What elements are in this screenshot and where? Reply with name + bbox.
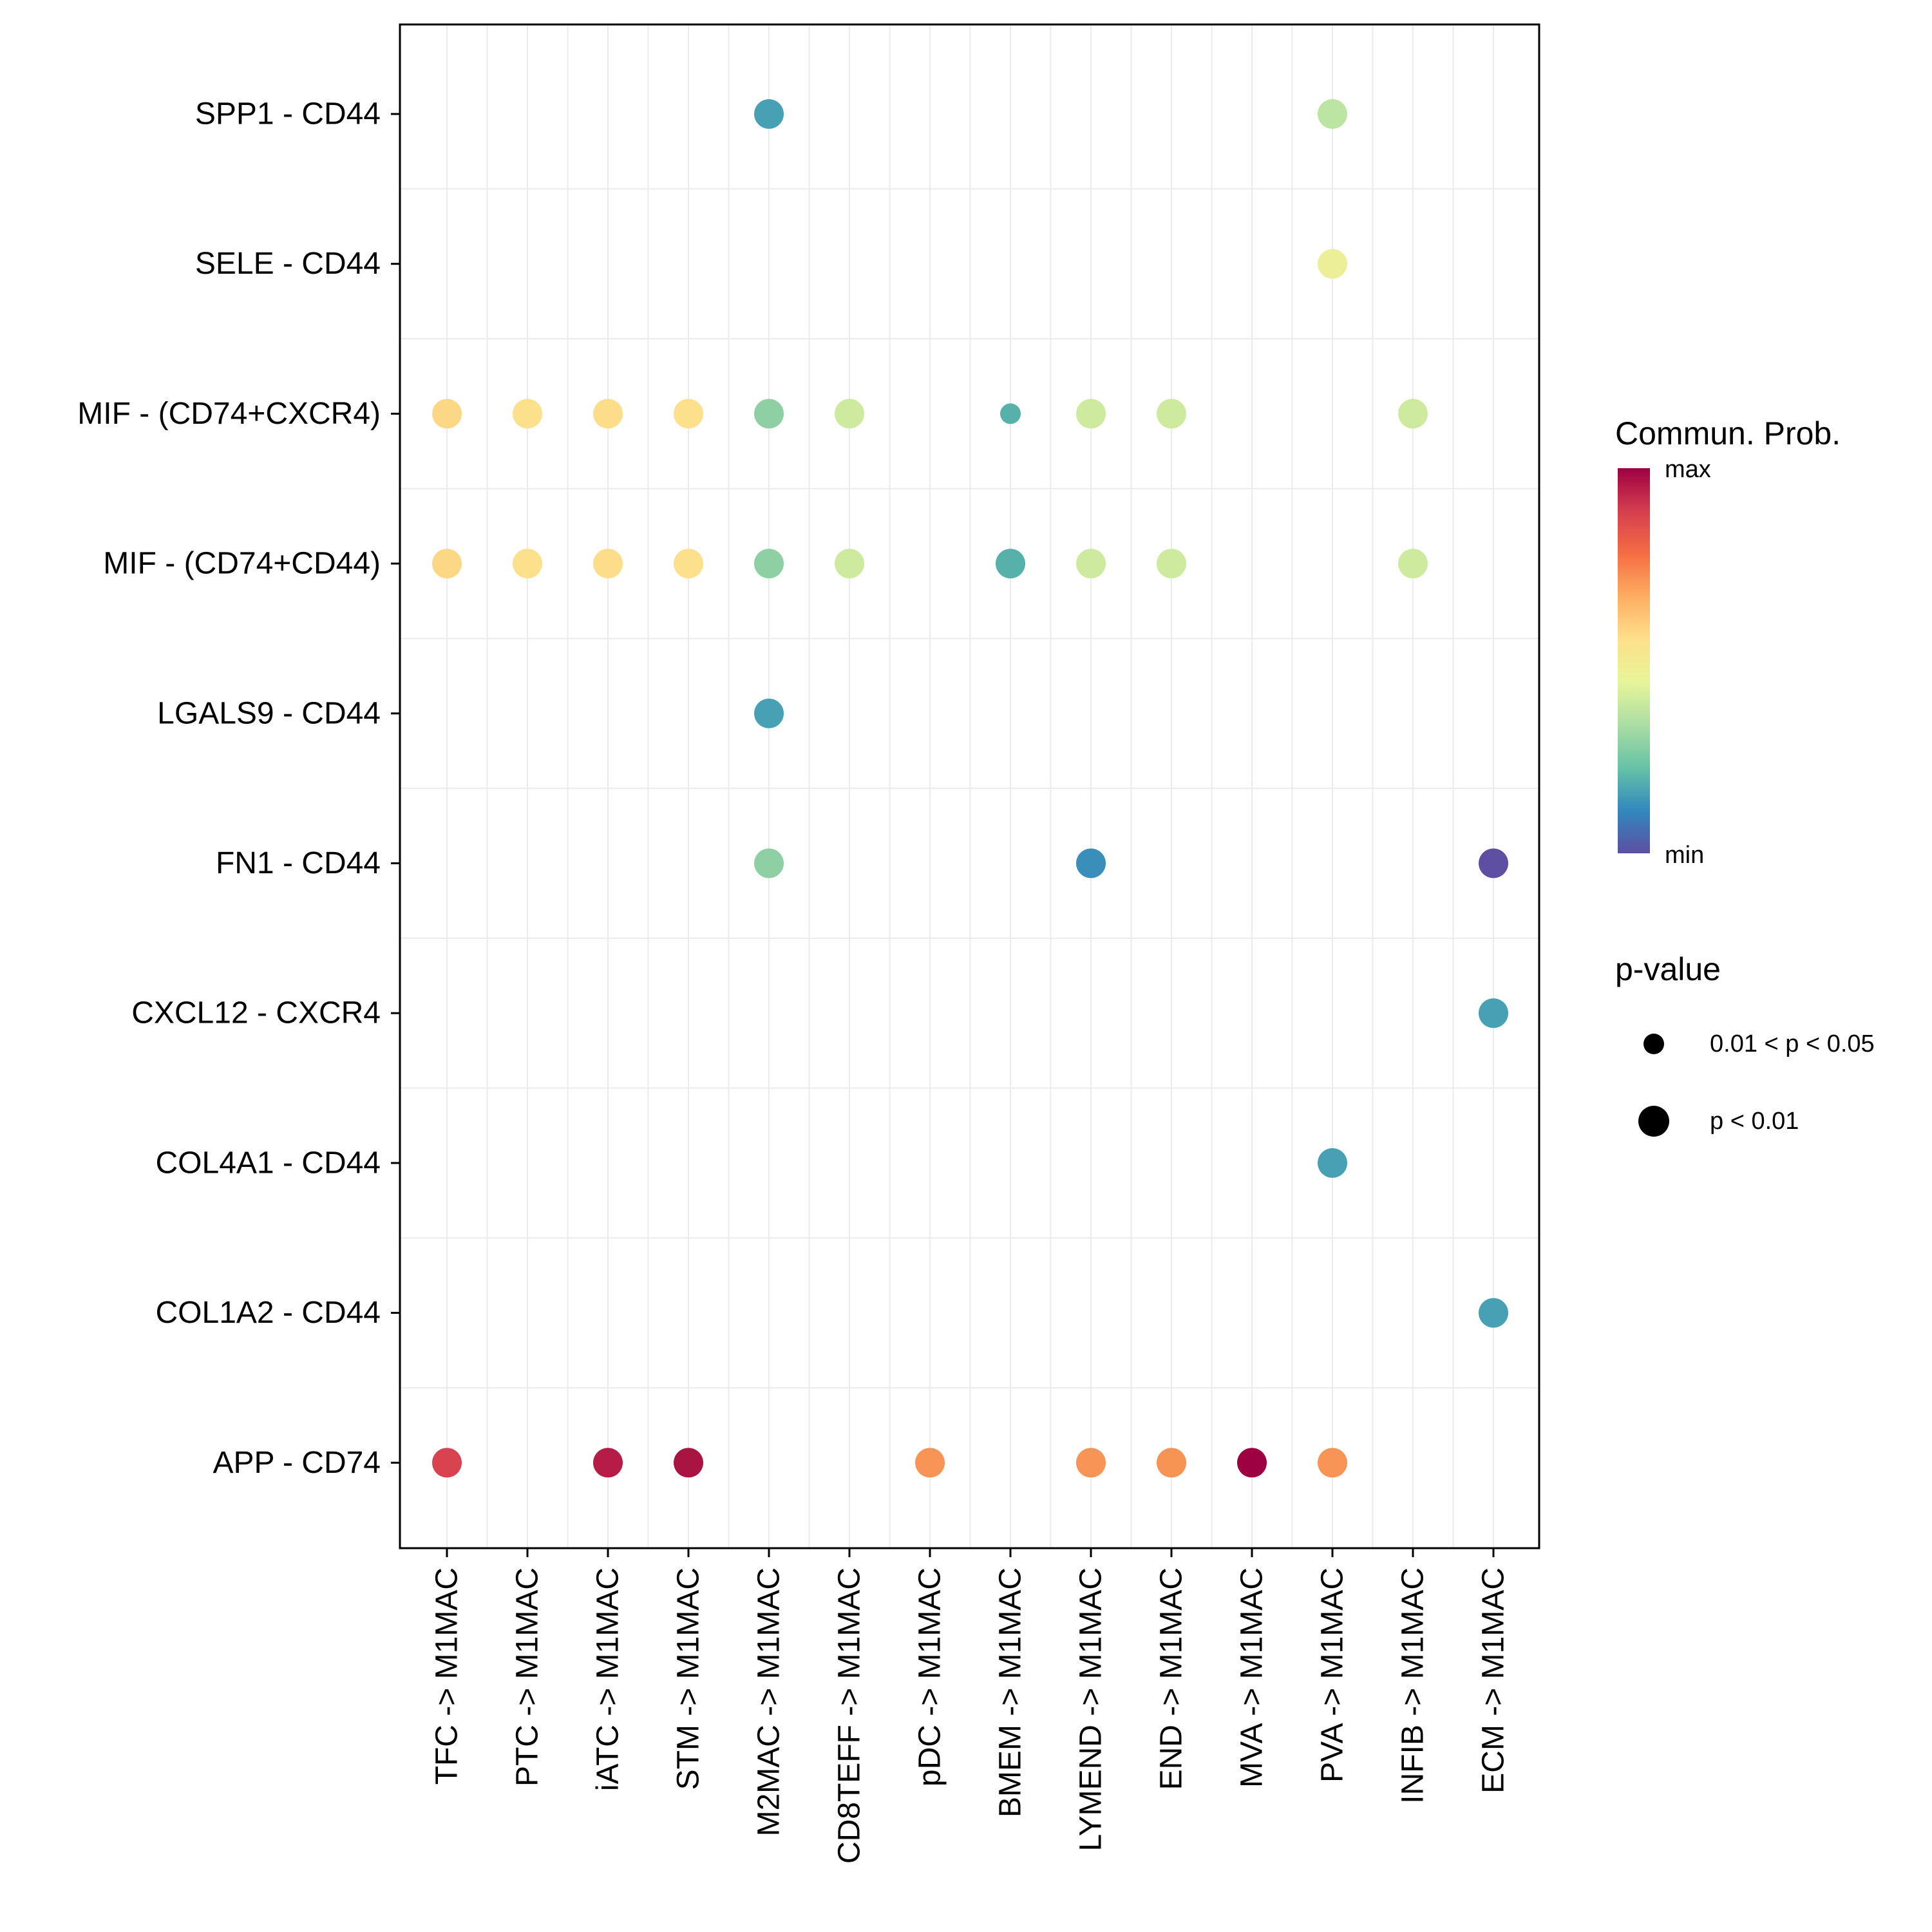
data-point	[835, 549, 864, 579]
data-point	[1076, 848, 1106, 878]
data-point	[513, 549, 542, 579]
x-tick-label: STM -> M1MAC	[672, 1567, 706, 1790]
y-tick-label: SPP1 - CD44	[195, 97, 381, 131]
y-tick-label: APP - CD74	[213, 1446, 381, 1480]
data-point	[1318, 1148, 1347, 1178]
pvalue-legend: p-value 0.01 < p < 0.05 p < 0.01	[1615, 951, 1875, 1137]
x-tick-label: MVA -> M1MAC	[1235, 1567, 1269, 1788]
data-point	[1076, 399, 1106, 429]
pvalue-legend-title: p-value	[1615, 951, 1721, 987]
x-tick-label: LYMEND -> M1MAC	[1074, 1567, 1108, 1852]
x-tick-label: iATC -> M1MAC	[591, 1567, 625, 1791]
colorbar-max-label: max	[1665, 456, 1711, 483]
y-tick-label: SELE - CD44	[195, 247, 381, 281]
data-point	[915, 1448, 945, 1478]
data-point	[1157, 1448, 1186, 1478]
data-point	[1318, 1448, 1347, 1478]
x-tick-label: INFIB -> M1MAC	[1396, 1567, 1430, 1804]
data-point	[754, 848, 784, 878]
y-tick-label: MIF - (CD74+CXCR4)	[77, 397, 381, 431]
data-point	[1479, 998, 1508, 1028]
data-point	[835, 399, 864, 429]
data-point	[1237, 1448, 1267, 1478]
data-point	[1398, 549, 1428, 579]
data-point	[674, 1448, 703, 1478]
x-tick-label: BMEM -> M1MAC	[994, 1567, 1028, 1817]
plot-frame	[399, 23, 1540, 1549]
x-tick-label: PTC -> M1MAC	[511, 1567, 545, 1786]
x-axis: TFC -> M1MAC PTC -> M1MAC iATC -> M1MAC STM…	[430, 1548, 1511, 1864]
colorbar	[1618, 468, 1650, 853]
data-point	[1157, 399, 1186, 429]
grid-lines	[400, 24, 1539, 1548]
x-tick-label: PVA -> M1MAC	[1316, 1567, 1350, 1783]
data-point	[432, 399, 462, 429]
data-point	[432, 1448, 462, 1478]
data-point	[1000, 403, 1021, 424]
pvalue-legend-large-label: p < 0.01	[1710, 1108, 1799, 1135]
x-tick-label: END -> M1MAC	[1155, 1567, 1189, 1790]
color-legend: Commun. Prob. max min	[1615, 415, 1841, 869]
pvalue-legend-large-dot	[1638, 1106, 1669, 1137]
pvalue-legend-small-label: 0.01 < p < 0.05	[1710, 1030, 1875, 1057]
y-tick-label: FN1 - CD44	[216, 846, 381, 880]
data-point	[593, 1448, 623, 1478]
x-tick-label: ECM -> M1MAC	[1477, 1567, 1511, 1794]
data-point	[1076, 1448, 1106, 1478]
data-points	[432, 99, 1508, 1478]
data-point	[674, 549, 703, 579]
y-tick-label: COL1A2 - CD44	[156, 1296, 381, 1330]
data-point	[1318, 99, 1347, 129]
data-point	[754, 99, 784, 129]
y-axis: SPP1 - CD44 SELE - CD44 MIF - (CD74+CXCR4)…	[77, 97, 400, 1480]
x-tick-label: M2MAC -> M1MAC	[752, 1567, 786, 1836]
data-point	[593, 549, 623, 579]
y-tick-label: CXCL12 - CXCR4	[131, 996, 381, 1030]
data-point	[1157, 549, 1186, 579]
x-tick-label: TFC -> M1MAC	[430, 1567, 464, 1785]
data-point	[754, 549, 784, 579]
color-legend-title: Commun. Prob.	[1615, 415, 1841, 451]
data-point	[1076, 549, 1106, 579]
data-point	[1398, 399, 1428, 429]
data-point	[754, 399, 784, 429]
data-point	[996, 549, 1025, 579]
x-tick-label: CD8TEFF -> M1MAC	[833, 1567, 867, 1864]
colorbar-min-label: min	[1665, 842, 1704, 869]
x-tick-label: pDC -> M1MAC	[913, 1567, 947, 1786]
y-tick-label: MIF - (CD74+CD44)	[103, 547, 381, 581]
data-point	[1479, 1298, 1508, 1328]
data-point	[593, 399, 623, 429]
data-point	[513, 399, 542, 429]
data-point	[1479, 848, 1508, 878]
y-tick-label: LGALS9 - CD44	[157, 696, 381, 730]
pvalue-legend-small-dot	[1643, 1034, 1664, 1054]
data-point	[674, 399, 703, 429]
data-point	[1318, 249, 1347, 279]
data-point	[754, 698, 784, 728]
data-point	[432, 549, 462, 579]
y-tick-label: COL4A1 - CD44	[156, 1146, 381, 1180]
